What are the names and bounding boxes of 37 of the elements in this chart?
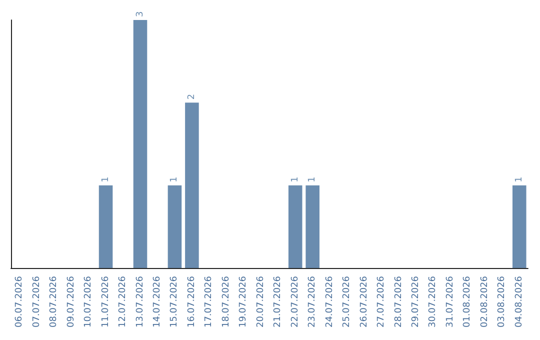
data-label: 1 (308, 176, 318, 182)
x-tick-label: 14.07.2026 (152, 276, 162, 328)
x-tick-label: 27.07.2026 (376, 276, 387, 328)
x-tick-label: 19.07.2026 (238, 276, 249, 328)
x-tick-label: 12.07.2026 (118, 276, 128, 328)
x-tick-label: 21.07.2026 (273, 276, 284, 328)
x-tick-label: 28.07.2026 (394, 276, 404, 328)
x-tick-label: 10.07.2026 (84, 276, 94, 328)
x-tick-label: 18.07.2026 (221, 276, 232, 328)
x-tick-label: 25.07.2026 (342, 276, 352, 328)
data-label: 1 (100, 176, 111, 182)
x-tick-label: 04.08.2026 (514, 276, 524, 328)
x-tick-label: 08.07.2026 (49, 276, 60, 328)
x-tick-label: 23.07.2026 (308, 276, 318, 328)
x-tick-label: 20.07.2026 (256, 276, 266, 328)
x-tick-label: 15.07.2026 (170, 276, 180, 328)
data-label: 2 (186, 94, 197, 100)
data-label: 1 (514, 176, 524, 182)
data-label: 1 (170, 176, 180, 182)
x-tick-label: 13.07.2026 (135, 276, 146, 328)
x-tick-label: 30.07.2026 (428, 276, 438, 328)
x-tick-label: 06.07.2026 (14, 276, 25, 328)
x-tick-label: 22.07.2026 (290, 276, 300, 328)
x-tick-label: 03.08.2026 (497, 276, 508, 328)
x-tick-label: 09.07.2026 (66, 276, 76, 328)
x-tick-label: 02.08.2026 (480, 276, 490, 328)
data-label: 3 (135, 11, 146, 17)
x-tick-label: 11.07.2026 (100, 276, 111, 328)
x-tick-label: 29.07.2026 (410, 276, 421, 328)
x-tick-label: 24.07.2026 (324, 276, 335, 328)
x-tick-label: 16.07.2026 (186, 276, 197, 328)
x-tick-label: 26.07.2026 (359, 276, 370, 328)
x-tick-label: 31.07.2026 (445, 276, 456, 328)
x-tick-label: 01.08.2026 (462, 276, 473, 328)
x-tick-label: 17.07.2026 (204, 276, 214, 328)
x-tick-label: 07.07.2026 (32, 276, 42, 328)
data-label: 1 (290, 176, 300, 182)
